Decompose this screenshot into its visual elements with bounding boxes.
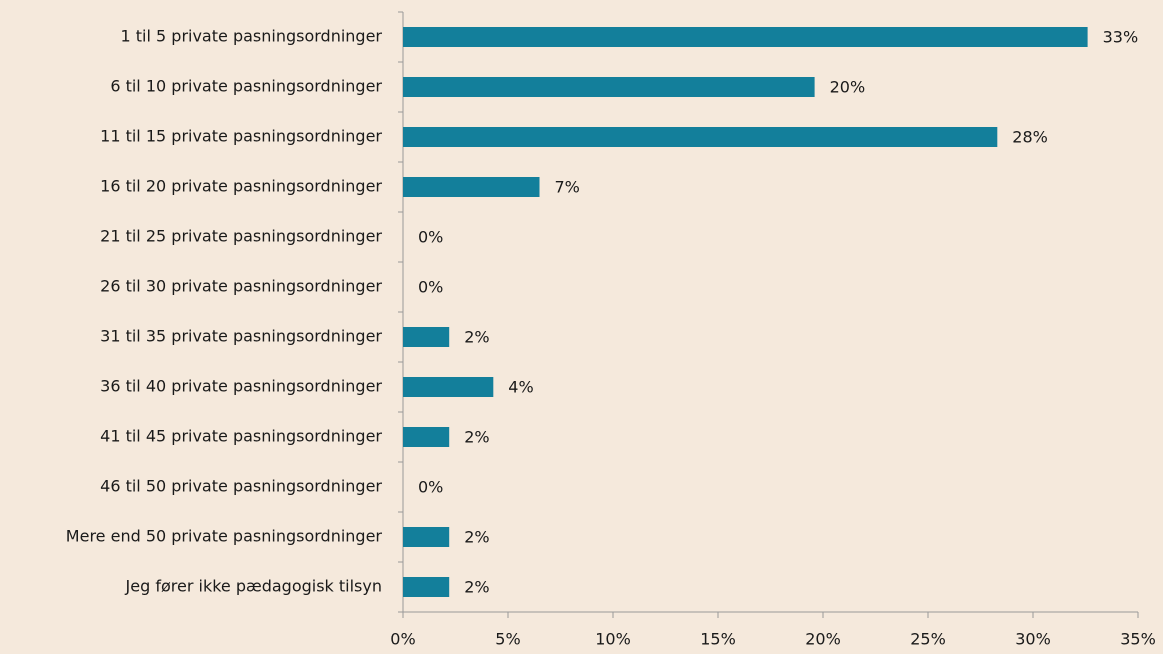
x-tick-label: 35%: [1120, 630, 1156, 649]
value-label: 0%: [418, 478, 443, 497]
x-tick-label: 25%: [910, 630, 946, 649]
x-tick-label: 0%: [390, 630, 415, 649]
y-tick-label: 36 til 40 private pasningsordninger: [100, 377, 382, 396]
value-label: 2%: [464, 428, 489, 447]
bar: [403, 27, 1088, 47]
x-tick-label: 15%: [700, 630, 736, 649]
bar: [403, 177, 540, 197]
y-tick-label: 26 til 30 private pasningsordninger: [100, 277, 382, 296]
x-tick-label: 5%: [495, 630, 520, 649]
y-tick-label: 16 til 20 private pasningsordninger: [100, 177, 382, 196]
value-label: 0%: [418, 228, 443, 247]
y-tick-label: 41 til 45 private pasningsordninger: [100, 427, 382, 446]
value-label: 2%: [464, 528, 489, 547]
y-tick-label: 1 til 5 private pasningsordninger: [121, 27, 383, 46]
y-tick-label: 21 til 25 private pasningsordninger: [100, 227, 382, 246]
bar: [403, 377, 494, 397]
y-tick-label: 6 til 10 private pasningsordninger: [110, 77, 382, 96]
value-label: 28%: [1012, 128, 1048, 147]
value-label: 20%: [830, 78, 866, 97]
y-tick-label: 11 til 15 private pasningsordninger: [100, 127, 382, 146]
x-tick-label: 20%: [805, 630, 841, 649]
y-tick-label: Jeg fører ikke pædagogisk tilsyn: [125, 577, 382, 596]
bar: [403, 577, 450, 597]
y-tick-label: Mere end 50 private pasningsordninger: [66, 527, 383, 546]
bar: [403, 127, 998, 147]
bar: [403, 77, 815, 97]
bar: [403, 527, 450, 547]
value-label: 4%: [508, 378, 533, 397]
value-label: 0%: [418, 278, 443, 297]
bar: [403, 327, 450, 347]
x-tick-label: 10%: [595, 630, 631, 649]
value-label: 2%: [464, 328, 489, 347]
y-tick-label: 31 til 35 private pasningsordninger: [100, 327, 382, 346]
value-label: 33%: [1103, 28, 1139, 47]
x-tick-label: 30%: [1015, 630, 1051, 649]
bar: [403, 427, 450, 447]
value-label: 7%: [555, 178, 580, 197]
value-label: 2%: [464, 578, 489, 597]
y-tick-label: 46 til 50 private pasningsordninger: [100, 477, 382, 496]
